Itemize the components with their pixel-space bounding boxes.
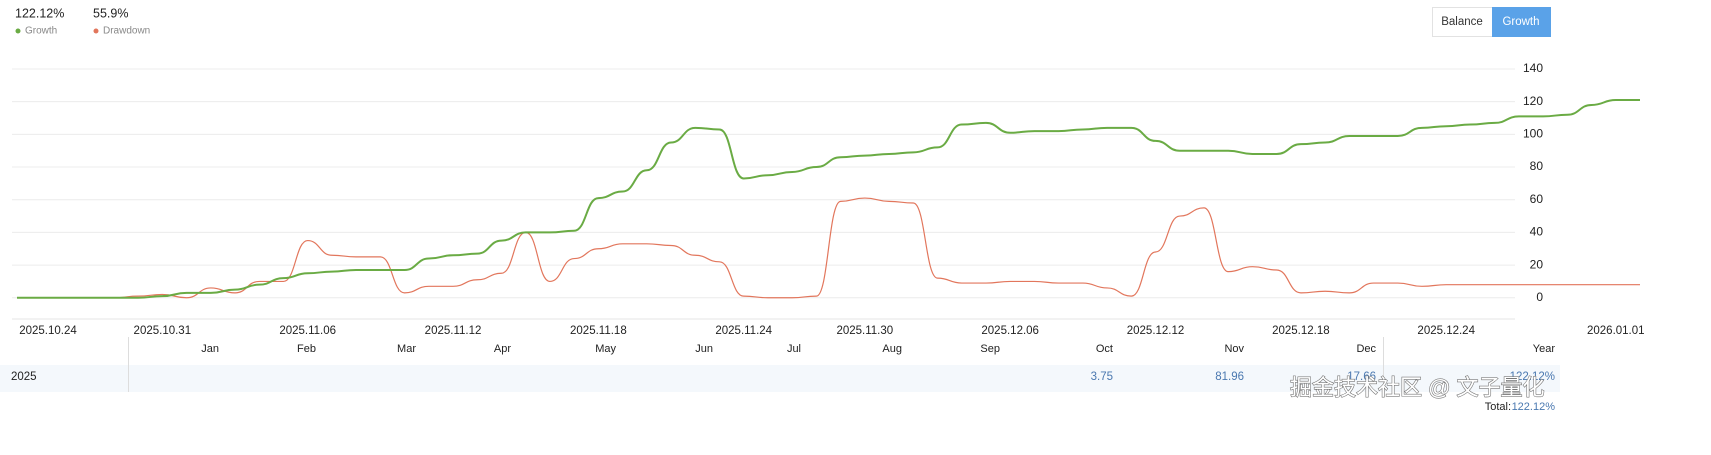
column-header: Year bbox=[1533, 343, 1556, 355]
column-header: Jul bbox=[787, 343, 801, 355]
y-tick-label: 20 bbox=[1530, 257, 1544, 271]
x-tick-label: 2025.11.18 bbox=[570, 325, 627, 337]
x-tick-label: 2025.11.06 bbox=[279, 325, 336, 337]
column-header: Feb bbox=[297, 343, 316, 355]
x-tick-label: 2025.11.12 bbox=[425, 325, 482, 337]
legend-value: 55.9% bbox=[93, 6, 128, 20]
column-header: Sep bbox=[980, 343, 1000, 355]
y-tick-label: 120 bbox=[1523, 94, 1543, 108]
total-label: Total: bbox=[1485, 401, 1511, 413]
column-header: Apr bbox=[494, 343, 511, 355]
table-cell: 122.12% bbox=[1510, 371, 1555, 383]
toggle-button[interactable] bbox=[1492, 7, 1551, 37]
x-tick-label: 2025.12.24 bbox=[1417, 325, 1475, 337]
total-value: 122.12% bbox=[1512, 401, 1556, 413]
column-header: Dec bbox=[1356, 343, 1376, 355]
x-tick-label: 2025.10.31 bbox=[134, 325, 192, 337]
y-tick-label: 140 bbox=[1523, 61, 1543, 75]
row-band bbox=[0, 365, 1560, 392]
column-header: Oct bbox=[1096, 343, 1113, 355]
column-header: Aug bbox=[882, 343, 902, 355]
watermark: 掘金技术社区 @ 文子量化 bbox=[1290, 375, 1545, 400]
toggle-button[interactable] bbox=[1432, 7, 1493, 37]
column-header: Nov bbox=[1224, 343, 1244, 355]
legend-value: 122.12% bbox=[15, 6, 64, 20]
column-header: Mar bbox=[397, 343, 416, 355]
y-tick-label: 40 bbox=[1530, 225, 1544, 239]
x-tick-label: 2025.11.24 bbox=[715, 325, 772, 337]
y-tick-label: 100 bbox=[1523, 127, 1543, 141]
x-tick-label: 2025.10.24 bbox=[19, 325, 77, 337]
x-tick-label: 2026.01.01 bbox=[1587, 325, 1645, 337]
x-tick-label: 2025.12.12 bbox=[1127, 325, 1185, 337]
column-header: Jan bbox=[201, 343, 219, 355]
x-tick-label: 2025.12.06 bbox=[981, 325, 1039, 337]
table-cell: 3.75 bbox=[1091, 371, 1113, 383]
line-series bbox=[17, 197, 1640, 299]
legend-label: Growth bbox=[25, 26, 57, 37]
column-header: Jun bbox=[695, 343, 713, 355]
toggle-button-label[interactable]: Balance bbox=[1441, 16, 1483, 28]
table-cell: 17.66 bbox=[1347, 371, 1376, 383]
legend-label: Drawdown bbox=[103, 26, 150, 37]
toggle-button-label[interactable]: Growth bbox=[1502, 16, 1539, 28]
y-tick-label: 0 bbox=[1536, 290, 1543, 304]
x-tick-label: 2025.12.18 bbox=[1272, 325, 1330, 337]
row-label: 2025 bbox=[11, 371, 37, 383]
y-tick-label: 80 bbox=[1530, 159, 1544, 173]
legend-dot bbox=[93, 28, 99, 34]
legend-dot bbox=[15, 28, 21, 34]
y-tick-label: 60 bbox=[1530, 192, 1544, 206]
column-header: May bbox=[595, 343, 616, 355]
x-tick-label: 2025.11.30 bbox=[836, 325, 893, 337]
table-cell: 81.96 bbox=[1215, 371, 1244, 383]
line-series bbox=[17, 99, 1640, 299]
